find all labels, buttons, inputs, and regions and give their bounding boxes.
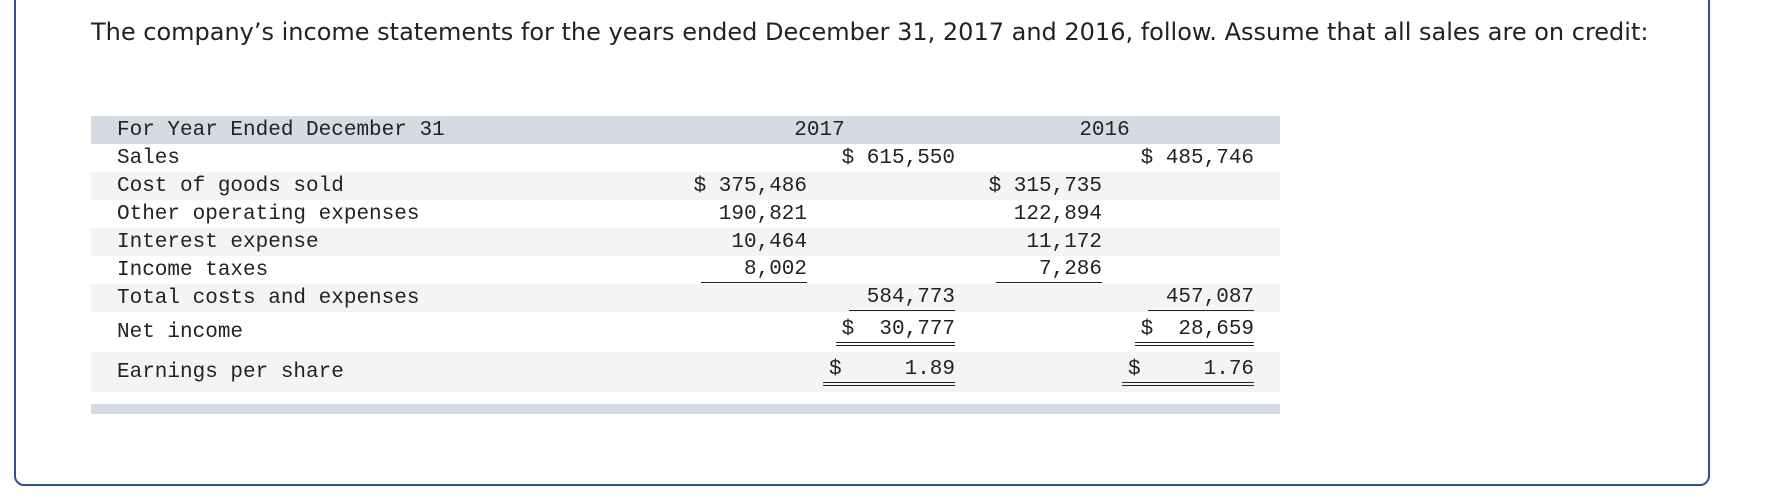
cell-value: $ 375,486 — [693, 174, 807, 198]
cell-value: $ 30,777 — [835, 318, 956, 346]
table-row: Income taxes 8,002 7,286 — [91, 256, 1280, 284]
value-cell — [1102, 172, 1254, 200]
spacer — [1254, 352, 1280, 392]
row-label: Interest expense — [117, 230, 319, 254]
row-label: Income taxes — [117, 258, 269, 282]
header-cell: 2016 — [1079, 118, 1130, 142]
value-cell — [955, 284, 1102, 312]
table-row: Cost of goods sold $ 375,486 $ 315,735 — [91, 172, 1281, 200]
spacer — [1254, 144, 1280, 172]
table-row: Net income $ 30,777 $ 28,659 — [91, 312, 1280, 352]
spacer — [1254, 172, 1280, 200]
row-label: Other operating expenses — [117, 202, 420, 226]
table-footer-bar — [91, 404, 1280, 414]
row-label: Total costs and expenses — [117, 286, 420, 310]
header-row: For Year Ended December 31 2017 2016 — [91, 116, 1281, 144]
cell-value: 584,773 — [849, 286, 956, 311]
value-cell: $ 485,746 — [1102, 144, 1254, 172]
value-cell: $ 30,777 — [807, 312, 956, 352]
value-cell: 8,002 — [684, 256, 807, 284]
cell-value: 457,087 — [1148, 286, 1255, 311]
value-cell — [807, 172, 955, 200]
spacer — [1254, 284, 1280, 312]
cell-value: 190,821 — [718, 202, 807, 226]
value-cell — [955, 144, 1102, 172]
table-row: Sales $ 615,550 $ 485,746 — [91, 144, 1280, 172]
spacer — [1254, 256, 1280, 284]
cell-value: $ 28,659 — [1134, 318, 1255, 346]
cell-value: $ 485,746 — [1140, 146, 1255, 170]
value-cell — [1102, 200, 1254, 228]
value-cell: $ 1.76 — [1102, 352, 1255, 392]
spacer — [1254, 312, 1280, 352]
row-label: Net income — [117, 320, 244, 344]
cell-value: 7,286 — [996, 258, 1103, 283]
header-cell — [1254, 116, 1280, 144]
card — [14, 0, 1710, 486]
value-cell — [955, 352, 1102, 392]
value-cell — [684, 312, 807, 352]
value-cell: $ 315,735 — [955, 172, 1102, 200]
value-cell: 457,087 — [1102, 284, 1255, 312]
cell-value: $ 1.76 — [1122, 358, 1255, 386]
value-cell — [684, 284, 807, 312]
value-cell — [807, 228, 955, 256]
value-cell: $ 375,486 — [684, 172, 807, 200]
cell-value: 8,002 — [701, 258, 807, 283]
value-cell: 11,172 — [955, 228, 1102, 256]
value-cell: $ 28,659 — [1102, 312, 1255, 352]
income-table: For Year Ended December 31 2017 2016 Sales $… — [91, 116, 1281, 392]
cell-value: 122,894 — [1013, 202, 1103, 226]
row-label: Cost of goods sold — [117, 174, 344, 198]
cell-value: 10,464 — [731, 230, 807, 254]
value-cell — [807, 256, 955, 284]
header-cell: For Year Ended December 31 — [117, 118, 445, 142]
value-cell: 584,773 — [807, 284, 956, 312]
intro-text: The company’s income statements for the … — [91, 18, 1649, 46]
table-row: Interest expense 10,464 11,172 — [91, 228, 1281, 256]
table-row: Earnings per share $ 1.89 $ 1.76 — [91, 352, 1281, 392]
cell-value: $ 615,550 — [841, 146, 956, 170]
value-cell: $ 615,550 — [807, 144, 955, 172]
cell-value: $ 1.89 — [822, 358, 956, 386]
value-cell: 7,286 — [955, 256, 1103, 284]
value-cell — [955, 312, 1102, 352]
cell-value: 11,172 — [1026, 230, 1103, 254]
value-cell: 122,894 — [955, 200, 1102, 228]
value-cell: 10,464 — [684, 228, 807, 256]
value-cell: $ 1.89 — [807, 352, 956, 392]
row-label: Earnings per share — [117, 360, 344, 384]
spacer — [1254, 228, 1280, 256]
spacer — [1254, 200, 1280, 228]
value-cell — [684, 144, 807, 172]
cell-value: $ 315,735 — [988, 174, 1103, 198]
value-cell — [1102, 228, 1254, 256]
row-label: Sales — [117, 146, 181, 170]
value-cell: 190,821 — [684, 200, 807, 228]
value-cell — [1102, 256, 1254, 284]
value-cell — [684, 352, 807, 392]
table-row: Other operating expenses 190,821 122,894 — [91, 200, 1280, 228]
table-row: Total costs and expenses 584,773 457,087 — [91, 284, 1281, 312]
value-cell — [807, 200, 955, 228]
header-cell: 2017 — [794, 118, 845, 142]
